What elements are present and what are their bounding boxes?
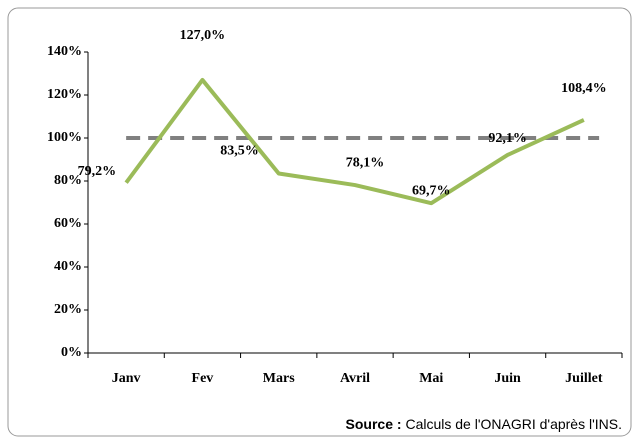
x-tick-label: Avril [340, 371, 370, 386]
data-label: 79,2% [78, 164, 117, 179]
source-note: Source : Calculs de l'ONAGRI d'après l'I… [346, 416, 622, 432]
source-text: Calculs de l'ONAGRI d'après l'INS. [405, 416, 622, 432]
data-label: 78,1% [346, 155, 385, 170]
x-tick-label: Janv [112, 371, 141, 386]
data-label: 83,5% [220, 144, 259, 159]
x-tick-label: Mars [263, 371, 295, 386]
x-tick-label: Juillet [565, 371, 603, 386]
x-tick-label: Fev [192, 371, 214, 386]
y-tick-label: 120% [47, 87, 82, 102]
data-line [124, 77, 585, 206]
data-label: 69,7% [412, 183, 451, 198]
data-label: 108,4% [561, 81, 607, 96]
x-tick-label: Mai [419, 371, 443, 386]
source-label: Source : [346, 416, 402, 432]
chart-border [7, 7, 632, 437]
y-tick-label: 140% [47, 44, 82, 59]
y-tick-label: 0% [61, 345, 82, 360]
data-label: 92,1% [488, 131, 527, 146]
y-tick-label: 80% [54, 173, 82, 188]
y-tick-label: 40% [54, 259, 82, 274]
x-tick-label: Juin [494, 371, 521, 386]
data-label: 127,0% [180, 28, 226, 43]
y-tick-label: 20% [54, 302, 82, 317]
y-tick-label: 60% [54, 216, 82, 231]
y-tick-label: 100% [47, 130, 82, 145]
